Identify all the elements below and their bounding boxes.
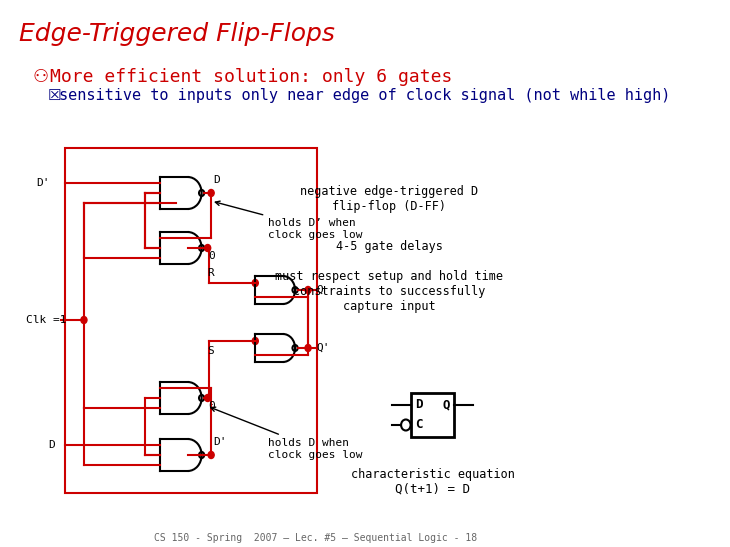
Text: R: R [207,268,214,278]
Text: holds D’ when
clock goes low: holds D’ when clock goes low [215,201,363,240]
Bar [65,148,317,493]
Text: Q: Q [442,399,450,411]
Text: sensitive to inputs only near edge of clock signal (not while high): sensitive to inputs only near edge of cl… [59,88,670,103]
Text: Q: Q [317,285,323,295]
Text: 0: 0 [209,401,215,411]
Text: D: D [47,440,55,450]
Circle shape [305,345,311,352]
Text: holds D when
clock goes low: holds D when clock goes low [211,407,363,459]
Circle shape [204,394,211,401]
Text: 0: 0 [209,251,215,261]
Text: D': D' [213,437,226,447]
Text: ⚇: ⚇ [33,68,55,86]
Bar [411,393,454,437]
Text: Clk =1: Clk =1 [26,315,66,325]
Text: Q(t+1) = D: Q(t+1) = D [395,483,470,496]
Circle shape [208,451,214,458]
Text: characteristic equation: characteristic equation [350,468,515,481]
Text: D: D [415,399,423,411]
Circle shape [81,317,87,323]
Circle shape [305,287,311,294]
Text: negative edge-triggered D: negative edge-triggered D [300,185,478,198]
Circle shape [208,189,214,196]
Text: More efficient solution: only 6 gates: More efficient solution: only 6 gates [50,68,453,86]
Circle shape [204,245,211,252]
Text: capture input: capture input [343,300,436,313]
Text: CS 150 - Spring  2007 – Lec. #5 – Sequential Logic - 18: CS 150 - Spring 2007 – Lec. #5 – Sequent… [154,533,477,543]
Text: D': D' [36,178,50,188]
Text: S: S [207,346,214,356]
Text: ☒: ☒ [47,88,61,103]
Text: flip-flop (D-FF): flip-flop (D-FF) [332,200,446,213]
Circle shape [253,337,258,345]
Text: must respect setup and hold time: must respect setup and hold time [275,270,504,283]
Circle shape [253,280,258,287]
Text: Q': Q' [317,343,330,353]
Text: 4-5 gate delays: 4-5 gate delays [336,240,443,253]
Text: Edge-Triggered Flip-Flops: Edge-Triggered Flip-Flops [19,22,335,46]
Text: D: D [213,175,220,185]
Text: C: C [415,418,423,432]
Text: constraints to successfully: constraints to successfully [293,285,485,298]
